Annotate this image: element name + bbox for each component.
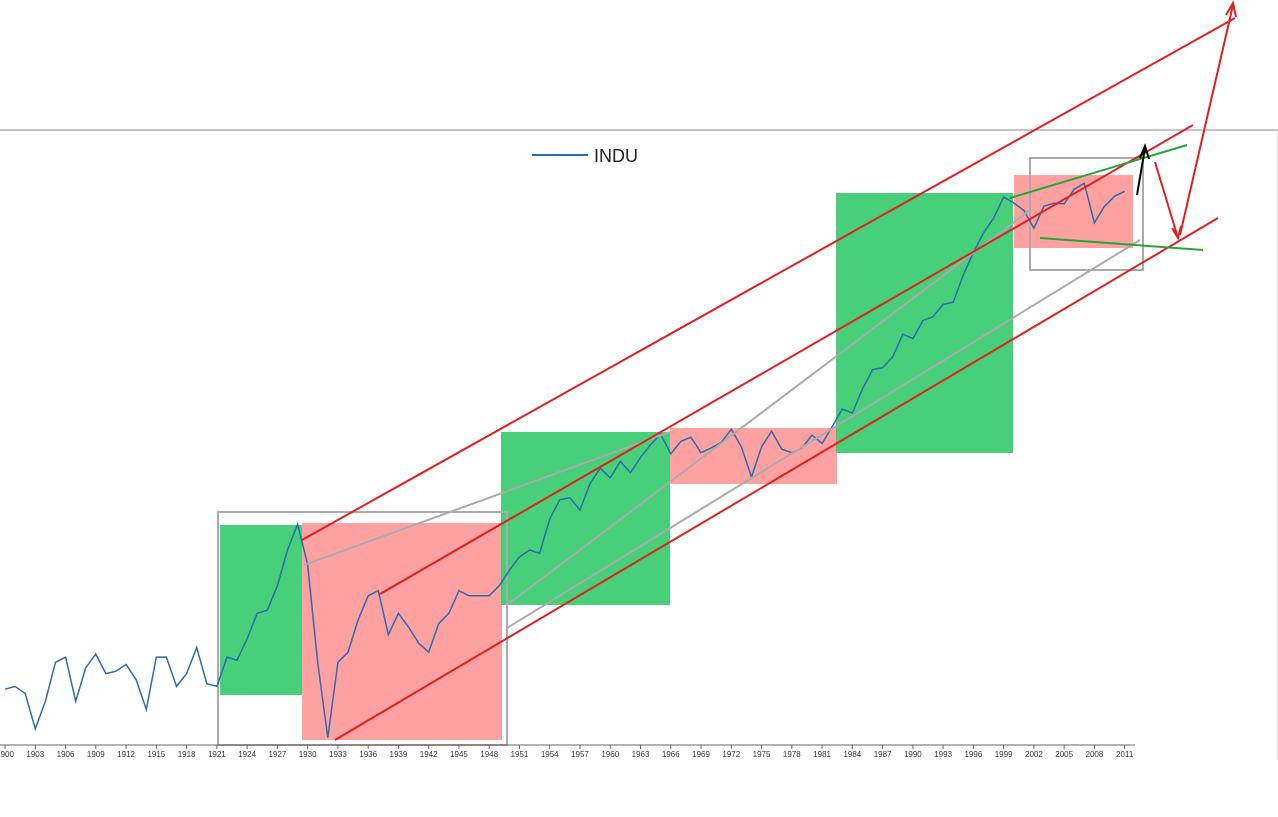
compare-box bbox=[1029, 157, 1144, 271]
x-tick-label: 1945 bbox=[450, 750, 468, 759]
x-tick-label: 1990 bbox=[904, 750, 922, 759]
x-tick-label: 1948 bbox=[480, 750, 498, 759]
x-ticks: 1900 1903 1906 1909 1912 1915 1918 1921 1924 1927… bbox=[0, 745, 1134, 759]
wedge-line bbox=[1039, 237, 1204, 251]
x-tick-label: 1909 bbox=[87, 750, 105, 759]
series-line bbox=[4, 182, 1126, 738]
bull-box bbox=[836, 193, 1013, 453]
x-tick-label: 1978 bbox=[783, 750, 801, 759]
x-tick-label: 1939 bbox=[390, 750, 408, 759]
analog-arrow bbox=[303, 431, 671, 566]
arrow bbox=[1154, 161, 1182, 241]
x-tick-label: 1942 bbox=[420, 750, 438, 759]
x-tick-label: 1912 bbox=[117, 750, 135, 759]
bear-box bbox=[670, 428, 837, 484]
annotations bbox=[301, 0, 1237, 741]
x-tick-label: 1933 bbox=[329, 750, 347, 759]
x-tick-label: 1951 bbox=[511, 750, 529, 759]
channel-line bbox=[334, 217, 1219, 741]
x-tick-label: 1921 bbox=[208, 750, 226, 759]
regime-boxes bbox=[217, 157, 1144, 746]
x-tick-label: 1900 bbox=[0, 750, 14, 759]
x-tick-label: 1936 bbox=[359, 750, 377, 759]
arrow bbox=[1179, 0, 1237, 236]
x-tick-label: 1975 bbox=[753, 750, 771, 759]
x-tick-label: 1915 bbox=[147, 750, 165, 759]
arrow bbox=[1136, 143, 1150, 196]
x-tick-label: 1999 bbox=[995, 750, 1013, 759]
x-tick-label: 2008 bbox=[1086, 750, 1104, 759]
x-tick-label: 1984 bbox=[843, 750, 861, 759]
bear-box bbox=[302, 523, 502, 740]
x-tick-label: 1996 bbox=[964, 750, 982, 759]
wedge-line bbox=[1009, 144, 1188, 199]
plot bbox=[4, 182, 1126, 738]
x-tick-label: 1981 bbox=[813, 750, 831, 759]
x-tick-label: 1966 bbox=[662, 750, 680, 759]
bear-box bbox=[1014, 175, 1133, 248]
x-tick-label: 2011 bbox=[1116, 750, 1134, 759]
x-tick-label: 2002 bbox=[1025, 750, 1043, 759]
bull-box bbox=[220, 525, 302, 695]
bull-box bbox=[501, 432, 670, 605]
x-tick-label: 1906 bbox=[57, 750, 75, 759]
x-tick-label: 1918 bbox=[178, 750, 196, 759]
x-tick-label: 2005 bbox=[1055, 750, 1073, 759]
legend-label: INDU bbox=[594, 146, 638, 166]
analog-arrow bbox=[506, 209, 1031, 606]
x-tick-label: 1972 bbox=[722, 750, 740, 759]
x-tick-label: 1987 bbox=[874, 750, 892, 759]
channel-line bbox=[301, 17, 1236, 541]
x-tick-label: 1963 bbox=[632, 750, 650, 759]
legend: INDU bbox=[532, 146, 638, 166]
x-tick-label: 1924 bbox=[238, 750, 256, 759]
channel-line bbox=[379, 124, 1194, 595]
x-tick-label: 1930 bbox=[299, 750, 317, 759]
x-tick-label: 1903 bbox=[26, 750, 44, 759]
x-tick-label: 1969 bbox=[692, 750, 710, 759]
x-tick-label: 1957 bbox=[571, 750, 589, 759]
analog-arrow bbox=[506, 239, 1141, 629]
x-tick-label: 1927 bbox=[268, 750, 286, 759]
x-tick-label: 1960 bbox=[601, 750, 619, 759]
x-tick-label: 1954 bbox=[541, 750, 559, 759]
x-tick-label: 1993 bbox=[934, 750, 952, 759]
